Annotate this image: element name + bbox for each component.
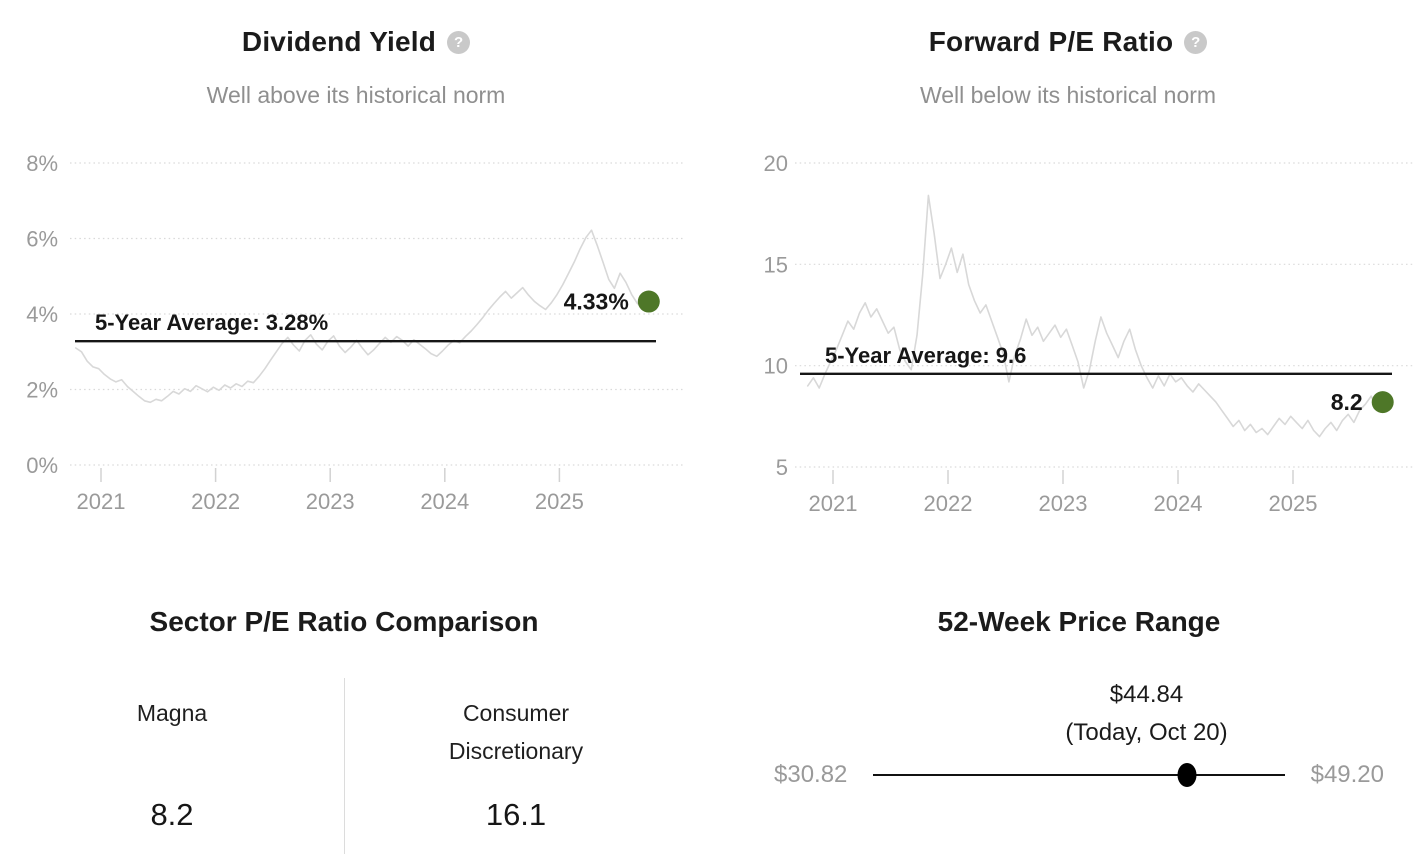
x-axis-label: 2023 [1039, 491, 1088, 516]
section-title: Sector P/E Ratio Comparison [149, 606, 539, 637]
current-value-label: 4.33% [564, 289, 629, 315]
x-axis-label: 2022 [924, 491, 973, 516]
column-value: 16.1 [485, 797, 547, 832]
current-value-marker [637, 290, 660, 313]
range-high-label: $49.20 [1310, 761, 1384, 788]
dividend-yield-header: Dividend Yield ? Well above its historic… [0, 0, 712, 130]
chart-title: Dividend Yield [241, 26, 437, 57]
current-price: $44.84 [1109, 681, 1184, 708]
range-track [873, 762, 1285, 788]
x-axis-label: 2021 [809, 491, 858, 516]
y-axis-label: 15 [764, 252, 788, 277]
history-line [75, 229, 650, 404]
comparison-columns: Magna 8.2 Consumer Discretionary 16.1 [0, 678, 688, 854]
x-axis-label: 2024 [420, 489, 469, 514]
help-icon[interactable]: ? [447, 30, 471, 54]
y-axis-label: 10 [764, 354, 788, 379]
y-axis-label: 8% [26, 151, 58, 176]
column-label: Consumer Discretionary [448, 700, 584, 764]
y-axis-label: 2% [26, 378, 58, 403]
x-axis-label: 2021 [77, 489, 126, 514]
current-price-date: (Today, Oct 20) [1065, 719, 1228, 746]
comparison-column-magna: Magna 8.2 [0, 678, 344, 854]
help-icon[interactable]: ? [1184, 30, 1208, 54]
column-label: Magna [136, 700, 208, 726]
section-title: 52-Week Price Range [937, 606, 1221, 637]
x-axis-label: 2025 [1269, 491, 1318, 516]
question-mark-glyph: ? [1191, 33, 1201, 51]
question-mark-glyph: ? [454, 33, 464, 51]
price-range-section: 52-Week Price Range $44.84 (Today, Oct 2… [734, 595, 1424, 854]
current-value-marker [1371, 391, 1394, 414]
x-axis-label: 2024 [1154, 491, 1203, 516]
average-label: 5-Year Average: 9.6 [825, 343, 1026, 368]
x-axis-label: 2022 [191, 489, 240, 514]
y-axis-label: 0% [26, 453, 58, 478]
x-axis-label: 2023 [306, 489, 355, 514]
current-price-callout: $44.84 (Today, Oct 20) [1065, 676, 1227, 752]
y-axis-label: 6% [26, 227, 58, 252]
forward-pe-header: Forward P/E Ratio ? Well below its histo… [712, 0, 1424, 130]
line-charts-canvas: 8% 6% 4% 2% 0% 2021 2022 2023 2024 2025 5-Year Ave… [26, 151, 1415, 516]
sector-pe-comparison: Sector P/E Ratio Comparison Magna 8.2 Co… [0, 595, 688, 854]
current-price-dot [1177, 763, 1197, 787]
chart-subtitle: Well above its historical norm [206, 82, 506, 108]
range-low-label: $30.82 [774, 761, 848, 788]
range-line [873, 774, 1285, 776]
history-line [806, 194, 1384, 438]
column-divider [344, 678, 345, 854]
y-axis-label: 20 [764, 151, 788, 176]
average-label: 5-Year Average: 3.28% [95, 310, 328, 335]
comparison-column-sector: Consumer Discretionary 16.1 [344, 678, 688, 854]
x-axis-label: 2025 [535, 489, 584, 514]
current-value-label: 8.2 [1331, 389, 1363, 415]
chart-title: Forward P/E Ratio [928, 26, 1174, 57]
y-axis-label: 4% [26, 302, 58, 327]
y-axis-label: 5 [776, 455, 788, 480]
chart-subtitle: Well below its historical norm [919, 82, 1217, 108]
column-value: 8.2 [150, 797, 194, 832]
price-range-slider: $30.82 $49.20 [774, 761, 1384, 788]
